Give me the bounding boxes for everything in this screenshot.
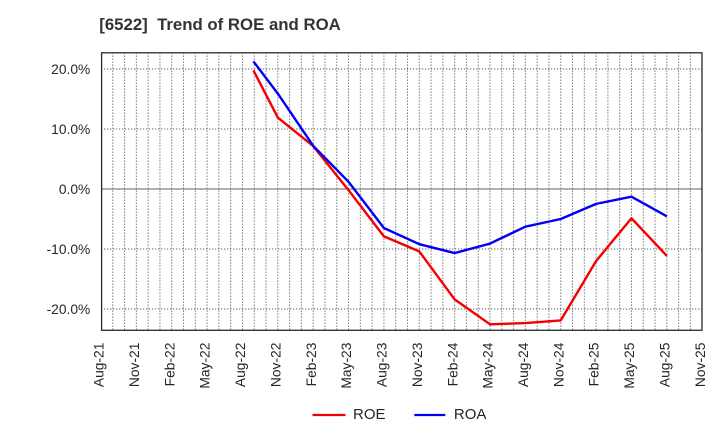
svg-text:Nov-24: Nov-24 — [551, 342, 566, 387]
svg-text:Feb-23: Feb-23 — [304, 342, 319, 386]
svg-text:ROE: ROE — [353, 406, 386, 423]
svg-text:-10.0%: -10.0% — [47, 242, 91, 257]
svg-text:Aug-24: Aug-24 — [516, 342, 531, 387]
svg-text:May-22: May-22 — [198, 343, 213, 389]
svg-text:May-24: May-24 — [481, 342, 496, 388]
svg-text:Aug-25: Aug-25 — [657, 342, 672, 387]
svg-text:Nov-22: Nov-22 — [268, 343, 283, 387]
svg-text:Feb-25: Feb-25 — [587, 342, 602, 386]
svg-text:Aug-21: Aug-21 — [92, 343, 107, 388]
svg-text:Nov-21: Nov-21 — [127, 343, 142, 387]
svg-text:Nov-25: Nov-25 — [693, 342, 708, 387]
svg-text:10.0%: 10.0% — [51, 122, 90, 137]
svg-text:Feb-24: Feb-24 — [445, 342, 460, 386]
svg-text:Feb-22: Feb-22 — [162, 343, 177, 387]
svg-text:0.0%: 0.0% — [59, 182, 90, 197]
svg-text:20.0%: 20.0% — [51, 62, 90, 77]
svg-text:May-25: May-25 — [622, 342, 637, 388]
svg-text:[6522] Trend of ROE and ROA: [6522] Trend of ROE and ROA — [99, 15, 341, 34]
svg-text:Aug-22: Aug-22 — [233, 343, 248, 388]
svg-text:Nov-23: Nov-23 — [410, 342, 425, 387]
svg-text:-20.0%: -20.0% — [47, 302, 91, 317]
svg-text:Aug-23: Aug-23 — [375, 342, 390, 387]
svg-text:ROA: ROA — [454, 406, 487, 423]
svg-text:May-23: May-23 — [339, 342, 354, 388]
